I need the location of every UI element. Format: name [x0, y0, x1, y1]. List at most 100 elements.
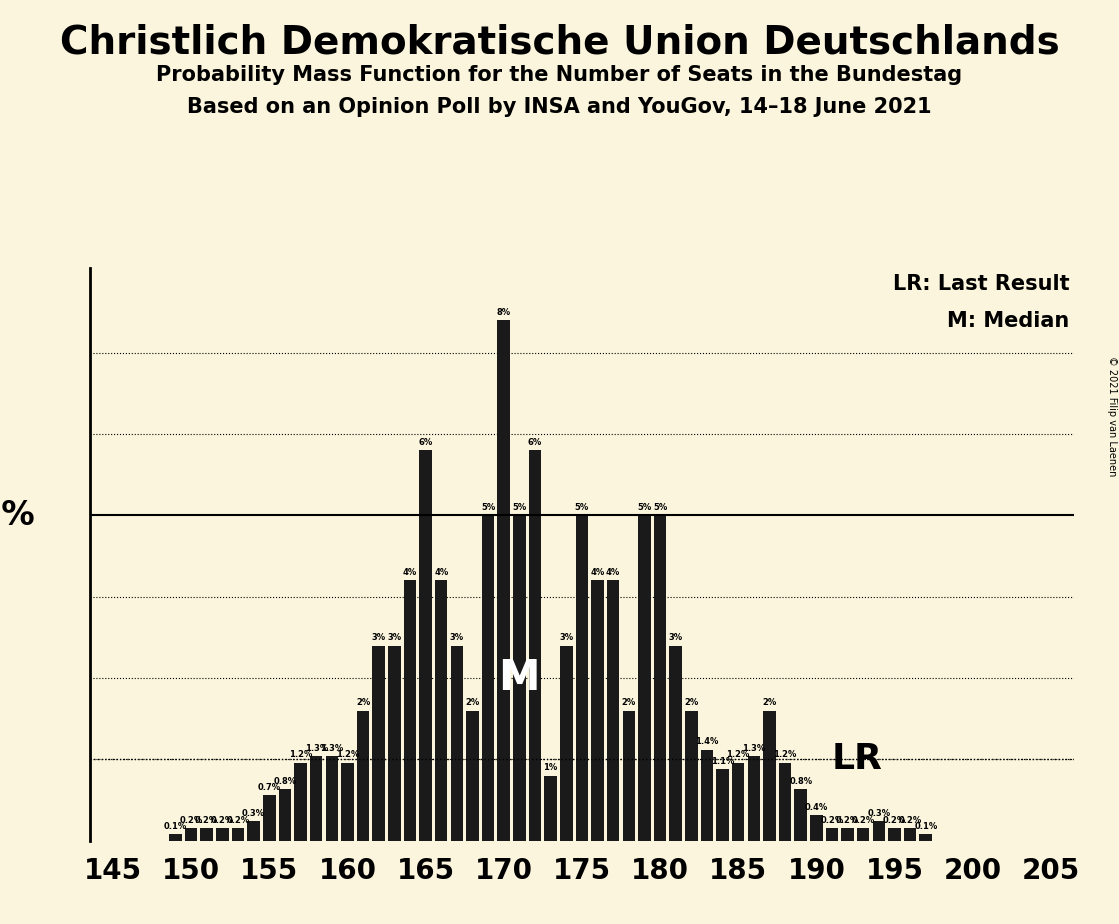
Text: 4%: 4%	[403, 568, 417, 578]
Text: 0.2%: 0.2%	[195, 816, 218, 824]
Text: 1.2%: 1.2%	[336, 750, 359, 760]
Text: 4%: 4%	[591, 568, 604, 578]
Bar	[920, 834, 932, 841]
Bar	[873, 821, 885, 841]
Text: 3%: 3%	[450, 633, 464, 642]
Text: 5%: 5%	[638, 503, 651, 512]
Text: 1.2%: 1.2%	[289, 750, 312, 760]
Text: 0.4%: 0.4%	[805, 803, 828, 811]
Bar	[326, 756, 338, 841]
Text: 1.3%: 1.3%	[304, 744, 328, 753]
Bar	[591, 580, 604, 841]
Text: 1.2%: 1.2%	[726, 750, 750, 760]
Text: 0.2%: 0.2%	[226, 816, 250, 824]
Bar	[404, 580, 416, 841]
Bar	[810, 815, 822, 841]
Text: 4%: 4%	[434, 568, 449, 578]
Text: 6%: 6%	[419, 438, 433, 447]
Bar	[357, 711, 369, 841]
Bar	[263, 796, 275, 841]
Text: 5%: 5%	[652, 503, 667, 512]
Text: 1.3%: 1.3%	[742, 744, 765, 753]
Bar	[560, 646, 573, 841]
Bar	[606, 580, 620, 841]
Text: 0.8%: 0.8%	[273, 776, 297, 785]
Text: 0.2%: 0.2%	[836, 816, 859, 824]
Bar	[529, 450, 542, 841]
Text: 0.2%: 0.2%	[820, 816, 844, 824]
Text: 8%: 8%	[497, 308, 510, 317]
Text: 0.3%: 0.3%	[242, 809, 265, 818]
Bar	[685, 711, 697, 841]
Text: 1.4%: 1.4%	[695, 737, 718, 747]
Text: LR: Last Result: LR: Last Result	[893, 274, 1070, 294]
Bar	[467, 711, 479, 841]
Text: 1.2%: 1.2%	[773, 750, 797, 760]
Text: © 2021 Filip van Laenen: © 2021 Filip van Laenen	[1107, 356, 1117, 476]
Bar	[857, 828, 869, 841]
Bar	[388, 646, 401, 841]
Bar	[794, 789, 807, 841]
Bar	[232, 828, 244, 841]
Bar	[544, 776, 557, 841]
Text: 5%: 5%	[513, 503, 526, 512]
Bar	[185, 828, 197, 841]
Text: 2%: 2%	[356, 699, 370, 708]
Bar	[200, 828, 213, 841]
Bar	[216, 828, 228, 841]
Text: 0.2%: 0.2%	[883, 816, 906, 824]
Bar	[247, 821, 260, 841]
Bar	[310, 756, 322, 841]
Text: Probability Mass Function for the Number of Seats in the Bundestag: Probability Mass Function for the Number…	[157, 65, 962, 85]
Text: 2%: 2%	[684, 699, 698, 708]
Text: 0.2%: 0.2%	[179, 816, 203, 824]
Bar	[622, 711, 634, 841]
Bar	[826, 828, 838, 841]
Text: 3%: 3%	[372, 633, 386, 642]
Text: 3%: 3%	[560, 633, 573, 642]
Bar	[279, 789, 291, 841]
Text: 1%: 1%	[544, 763, 557, 772]
Text: Christlich Demokratische Union Deutschlands: Christlich Demokratische Union Deutschla…	[59, 23, 1060, 61]
Bar	[482, 516, 495, 841]
Bar	[294, 762, 307, 841]
Text: 5%: 5%	[0, 499, 36, 532]
Bar	[747, 756, 760, 841]
Text: 5%: 5%	[575, 503, 589, 512]
Text: M: Median: M: Median	[947, 310, 1070, 331]
Text: 2%: 2%	[466, 699, 480, 708]
Bar	[653, 516, 666, 841]
Text: 1.1%: 1.1%	[711, 757, 734, 766]
Bar	[732, 762, 744, 841]
Text: M: M	[499, 657, 540, 699]
Text: 3%: 3%	[668, 633, 683, 642]
Bar	[700, 749, 713, 841]
Bar	[169, 834, 181, 841]
Text: 0.7%: 0.7%	[257, 783, 281, 792]
Text: 2%: 2%	[762, 699, 777, 708]
Bar	[373, 646, 385, 841]
Bar	[669, 646, 681, 841]
Text: 0.1%: 0.1%	[163, 822, 187, 831]
Bar	[575, 516, 589, 841]
Bar	[779, 762, 791, 841]
Text: 5%: 5%	[481, 503, 496, 512]
Bar	[451, 646, 463, 841]
Text: 0.2%: 0.2%	[899, 816, 922, 824]
Bar	[341, 762, 354, 841]
Bar	[498, 320, 510, 841]
Bar	[888, 828, 901, 841]
Text: 0.2%: 0.2%	[210, 816, 234, 824]
Bar	[435, 580, 448, 841]
Text: 0.3%: 0.3%	[867, 809, 891, 818]
Bar	[904, 828, 916, 841]
Text: LR: LR	[831, 743, 883, 776]
Text: 1.3%: 1.3%	[320, 744, 344, 753]
Text: 3%: 3%	[387, 633, 402, 642]
Text: 4%: 4%	[606, 568, 620, 578]
Text: 2%: 2%	[622, 699, 636, 708]
Bar	[514, 516, 526, 841]
Bar	[716, 769, 728, 841]
Text: 6%: 6%	[528, 438, 542, 447]
Bar	[841, 828, 854, 841]
